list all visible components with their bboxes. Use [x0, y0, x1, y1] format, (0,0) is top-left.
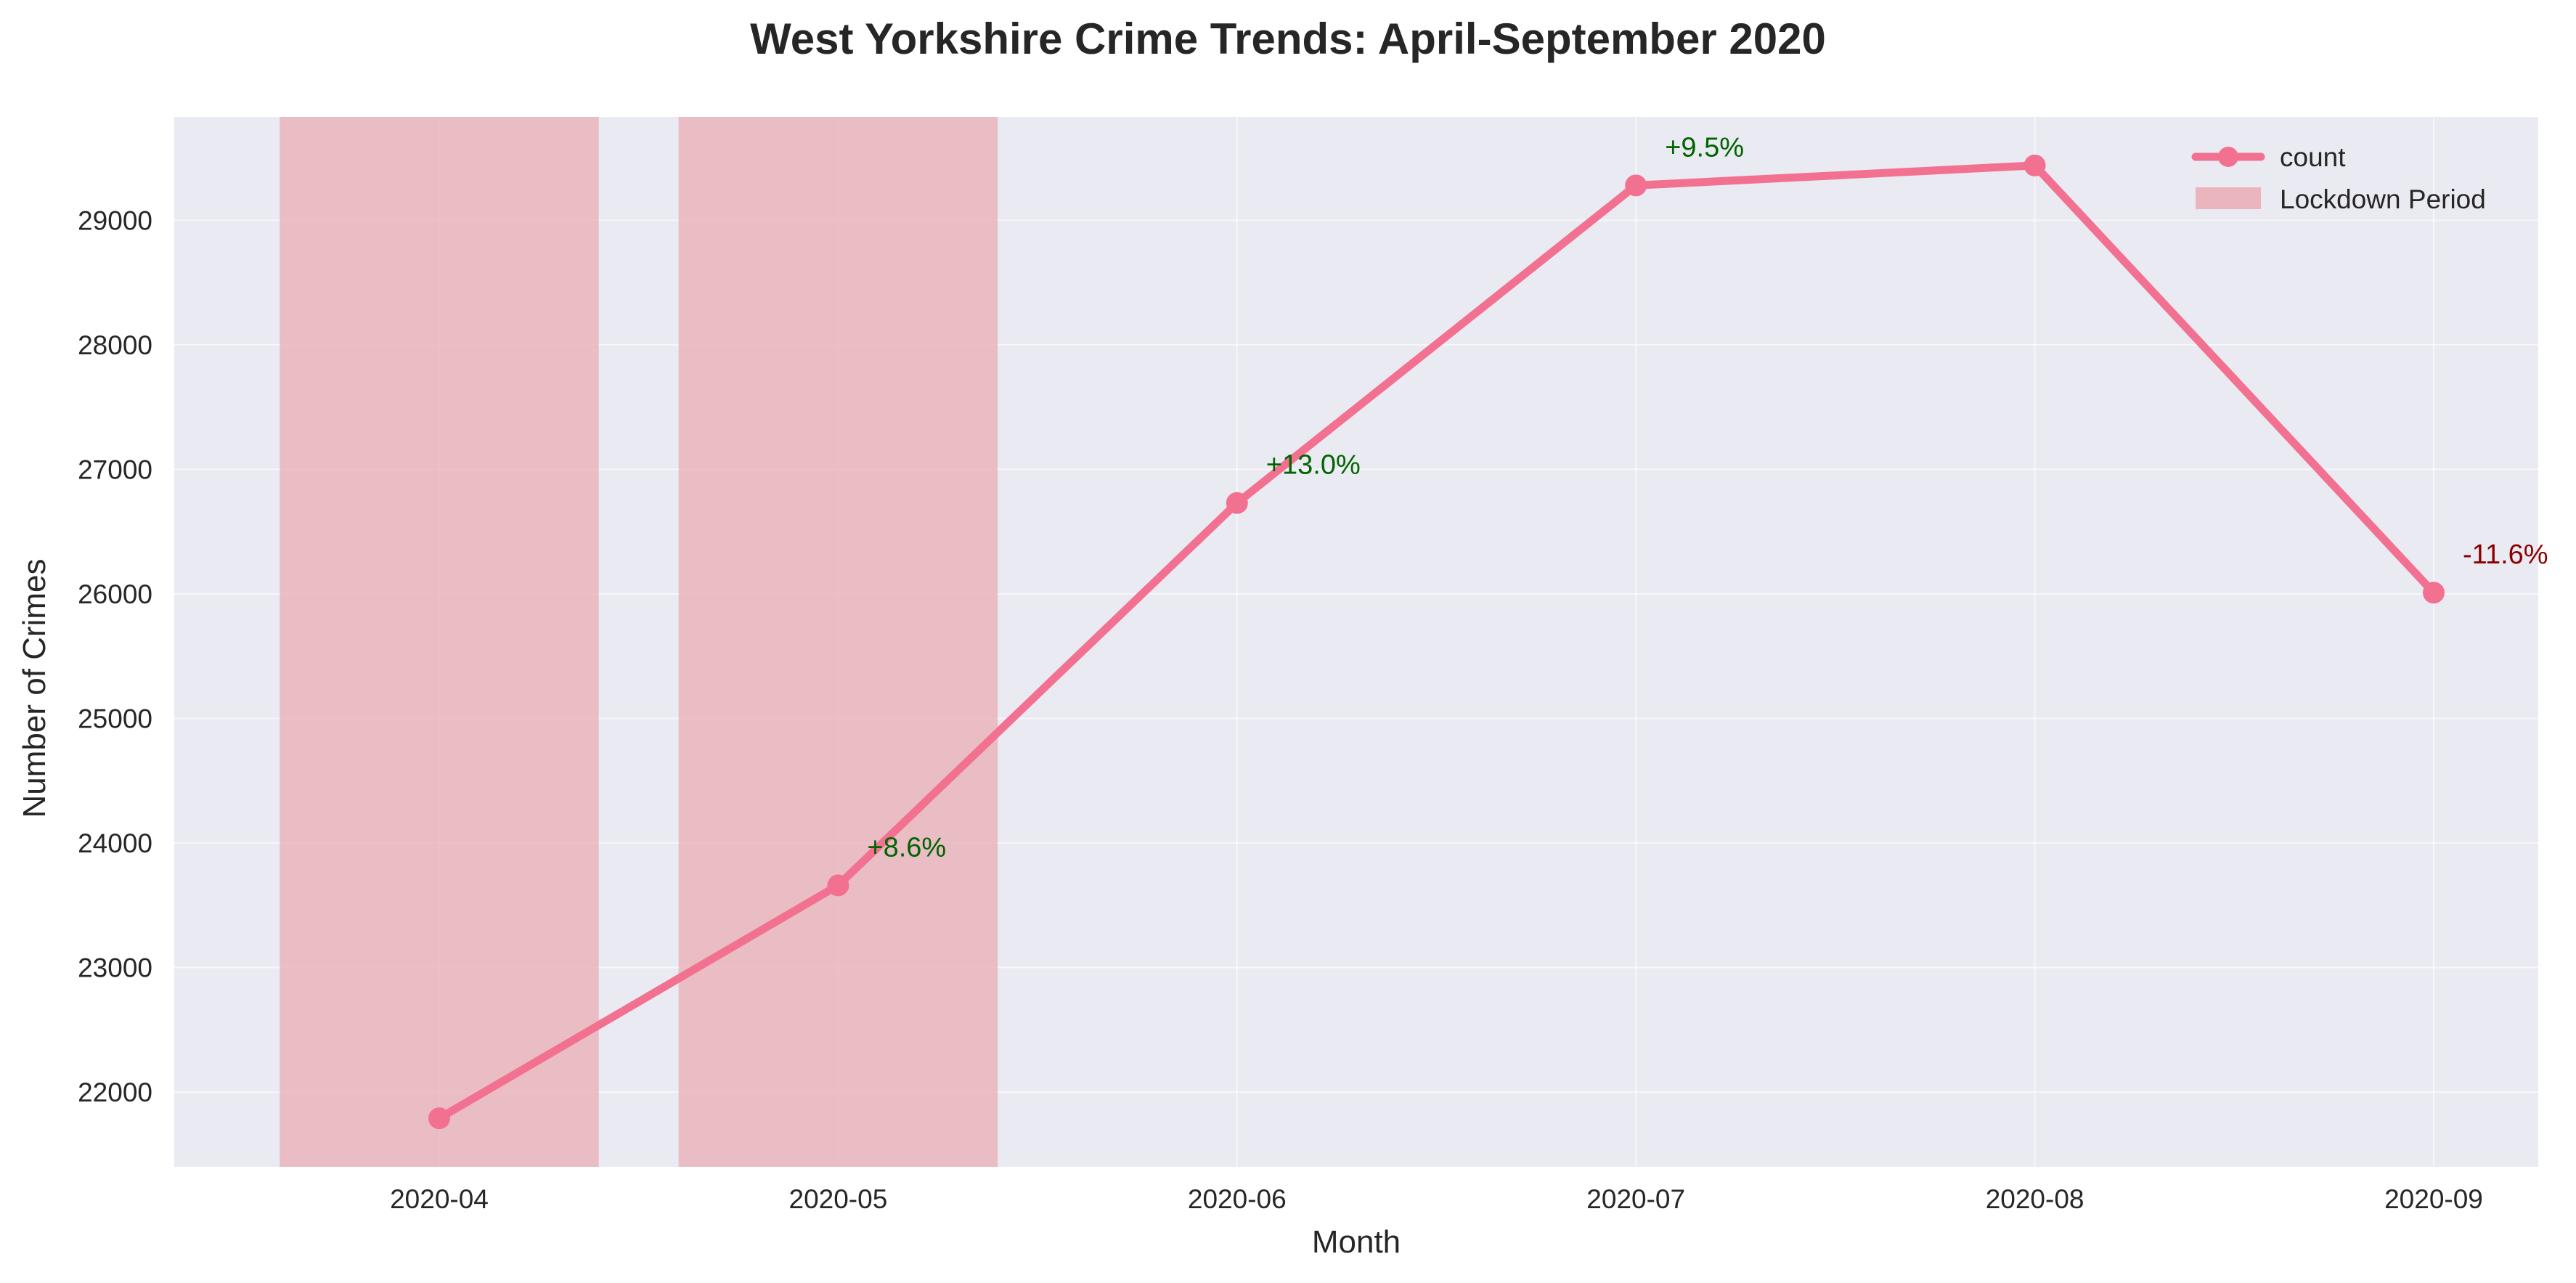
change-annotation: +8.6% — [867, 832, 946, 863]
y-tick-label: 24000 — [78, 828, 152, 858]
legend-label-lockdown-period: Lockdown Period — [2280, 184, 2486, 214]
x-tick-label: 2020-05 — [789, 1184, 888, 1214]
y-tick-label: 22000 — [78, 1078, 152, 1107]
x-axis-ticks: 2020-04 2020-05 2020-06 2020-07 2020-08 2020-… — [390, 1184, 2483, 1214]
percent-change-annotations: +8.6% +13.0% +9.5% -11.6% — [867, 132, 2548, 863]
y-axis-label: Number of Crimes — [17, 559, 52, 818]
y-tick-label: 29000 — [78, 205, 152, 235]
data-point — [1625, 174, 1647, 197]
x-tick-label: 2020-09 — [2384, 1184, 2483, 1214]
data-point — [1226, 492, 1248, 514]
data-point — [2023, 154, 2046, 176]
x-tick-label: 2020-04 — [390, 1184, 489, 1214]
x-axis-label: Month — [1312, 1224, 1401, 1260]
x-tick-label: 2020-07 — [1586, 1184, 1685, 1214]
y-tick-label: 28000 — [78, 330, 152, 360]
legend-lockdown-swatch — [2196, 187, 2261, 209]
legend-label-count: count — [2280, 142, 2346, 172]
lockdown-span — [678, 117, 998, 1167]
data-point — [827, 874, 849, 897]
data-point — [2423, 582, 2445, 604]
data-point — [428, 1107, 450, 1130]
y-tick-label: 26000 — [78, 579, 152, 609]
lockdown-shading — [280, 117, 998, 1167]
legend-count-swatch-marker — [2218, 147, 2238, 167]
change-annotation: -11.6% — [2463, 539, 2548, 570]
series-line — [435, 161, 2438, 1123]
chart-title: West Yorkshire Crime Trends: April-Septe… — [750, 15, 1826, 63]
legend: count Lockdown Period — [2191, 142, 2486, 214]
y-axis-ticks: 22000 23000 24000 25000 26000 27000 28000 29000 — [78, 205, 152, 1107]
x-tick-label: 2020-06 — [1188, 1184, 1287, 1214]
x-tick-label: 2020-08 — [1986, 1184, 2084, 1214]
lockdown-span — [280, 117, 599, 1167]
change-annotation: +13.0% — [1266, 450, 1361, 481]
series-count — [428, 154, 2445, 1130]
change-annotation: +9.5% — [1665, 132, 1744, 163]
y-tick-label: 23000 — [78, 953, 152, 983]
y-tick-label: 27000 — [78, 455, 152, 484]
y-tick-label: 25000 — [78, 704, 152, 733]
